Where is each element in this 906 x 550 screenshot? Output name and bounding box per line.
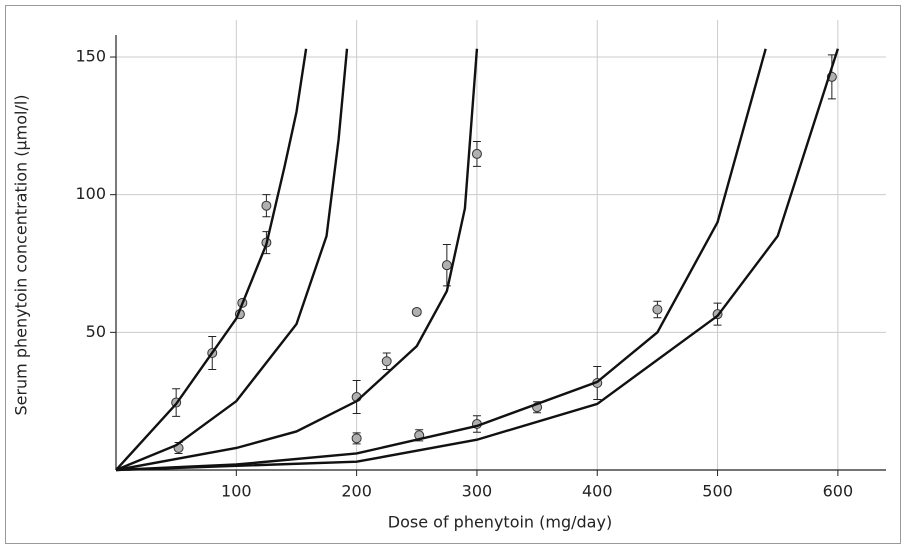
x-tick-label: 400 <box>582 482 613 501</box>
y-tick-label: 100 <box>75 184 106 203</box>
curve <box>115 48 479 472</box>
x-tick-label: 200 <box>341 482 372 501</box>
data-point <box>411 306 422 317</box>
frame <box>5 5 901 544</box>
data-point <box>381 356 392 367</box>
x-axis-label: Dose of phenytoin (mg/day) <box>388 513 612 532</box>
x-tick-label: 600 <box>823 482 854 501</box>
curve <box>115 48 840 472</box>
x-tick-label: 100 <box>221 482 252 501</box>
x-tick-label: 300 <box>462 482 493 501</box>
curve <box>115 48 767 472</box>
curve <box>115 48 349 472</box>
data-point <box>261 200 272 211</box>
y-tick-label: 50 <box>86 322 106 341</box>
y-tick-label: 150 <box>75 47 106 66</box>
data-point <box>351 433 362 444</box>
data-point <box>441 260 452 271</box>
x-tick-label: 500 <box>702 482 733 501</box>
data-point <box>471 148 482 159</box>
data-point <box>652 304 663 315</box>
y-axis-label: Serum phenytoin concentration (µmol/l) <box>12 94 31 415</box>
curve <box>115 48 308 471</box>
